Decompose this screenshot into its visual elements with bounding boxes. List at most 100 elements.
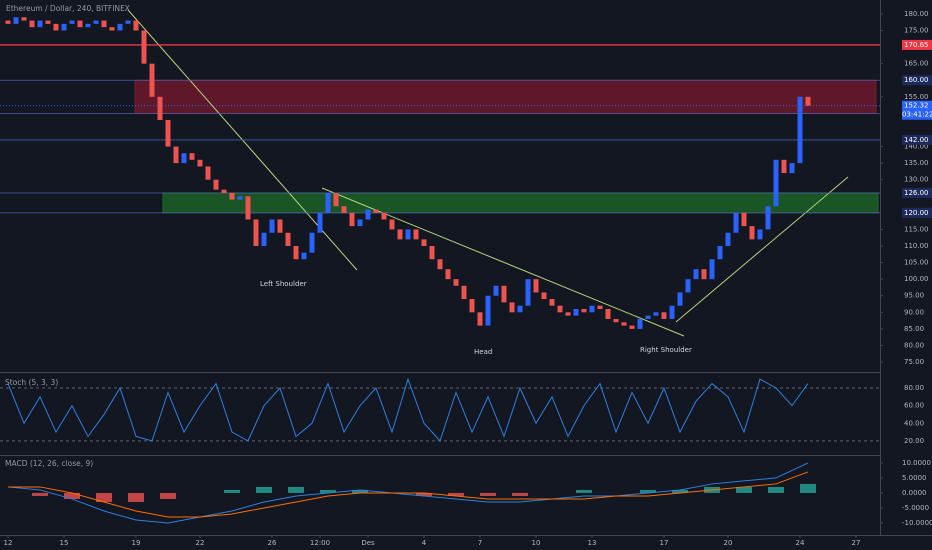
candle-body	[541, 292, 547, 300]
level-label: 160.00	[904, 76, 929, 84]
candle-body	[349, 212, 355, 227]
candle-body	[261, 232, 267, 247]
candle-body	[805, 96, 811, 106]
macd-line	[7, 462, 809, 524]
candle-body	[709, 259, 715, 280]
y-tick-label: 105.00	[904, 259, 929, 267]
candle-body	[549, 299, 555, 306]
candle-body	[693, 269, 699, 280]
candle-body	[197, 159, 203, 167]
y-tick-label: 155.00	[904, 93, 929, 101]
candle-body	[293, 246, 299, 260]
zone	[162, 192, 879, 214]
candle-body	[645, 315, 651, 319]
candle-body	[405, 229, 411, 240]
macd-histogram	[640, 489, 656, 493]
candle-body	[509, 302, 515, 313]
candle-body	[61, 23, 67, 31]
y-tick-label: 100.00	[904, 275, 929, 283]
y-tick-label: 180.00	[904, 10, 929, 18]
candle-body	[501, 285, 507, 303]
x-tick-label: 10	[532, 539, 541, 547]
candle-body	[117, 23, 123, 31]
candle-body	[237, 196, 243, 200]
candle-body	[741, 212, 747, 227]
y-tick-label: 130.00	[904, 176, 929, 184]
level-tag	[902, 39, 932, 50]
candle-body	[93, 20, 99, 24]
macd-histogram	[320, 489, 336, 493]
x-tick-label: 12:00	[310, 539, 330, 547]
x-tick-label: 7	[478, 539, 482, 547]
candle-body	[29, 20, 35, 28]
candle-body	[413, 229, 419, 240]
candle-body	[229, 192, 235, 200]
candle-body	[765, 206, 771, 230]
y-tick-label: 110.00	[904, 242, 929, 250]
macd-histogram	[512, 492, 528, 496]
candle-body	[685, 279, 691, 293]
macd-histogram	[256, 486, 272, 493]
macd-tick-label: 0.0000	[902, 489, 927, 497]
candle-body	[677, 292, 683, 306]
candle-body	[189, 153, 195, 160]
macd-histogram	[352, 489, 368, 493]
candle-body	[525, 279, 531, 306]
y-tick-label: 95.00	[904, 292, 924, 300]
y-tick-label: 165.00	[904, 60, 929, 68]
candle-body	[589, 305, 595, 313]
x-tick-label: 15	[60, 539, 69, 547]
candle-body	[717, 246, 723, 260]
candle-body	[733, 212, 739, 233]
level-tag	[902, 134, 932, 145]
candle-body	[725, 232, 731, 247]
candle-body	[205, 166, 211, 180]
candle-body	[341, 206, 347, 213]
candle-body	[149, 63, 155, 97]
level-tag	[902, 75, 932, 86]
macd-histogram	[416, 492, 432, 496]
annotation: Right Shoulder	[640, 346, 692, 354]
candle-body	[357, 219, 363, 227]
x-tick-label: Des	[361, 539, 375, 547]
stoch-tick-label: 40.00	[904, 419, 924, 427]
macd-histogram	[128, 492, 144, 502]
y-tick-label: 175.00	[904, 27, 929, 35]
y-tick-label: 140.00	[904, 143, 929, 151]
candle-body	[557, 305, 563, 313]
candle-body	[173, 146, 179, 164]
candle-body	[493, 285, 499, 296]
macd-histogram	[672, 489, 688, 493]
x-tick-label: 20	[724, 539, 733, 547]
candle-body	[277, 219, 283, 233]
candle-body	[125, 20, 131, 24]
macd-histogram	[800, 483, 816, 493]
candle-body	[445, 269, 451, 280]
candle-body	[477, 312, 483, 326]
price-tag	[902, 100, 932, 120]
candle-body	[533, 279, 539, 293]
candle-body	[245, 196, 251, 220]
candle-body	[141, 30, 147, 64]
candle-body	[213, 179, 219, 190]
candle-body	[573, 309, 579, 316]
candle-body	[565, 312, 571, 316]
candle-body	[221, 189, 227, 193]
macd-histogram	[288, 486, 304, 493]
candle-body	[37, 20, 43, 28]
candle-body	[333, 192, 339, 207]
candle-body	[781, 159, 787, 174]
candle-body	[373, 209, 379, 213]
annotation: Left Shoulder	[260, 280, 307, 288]
stoch-title: Stoch (5, 3, 3)	[5, 378, 58, 387]
candle-body	[133, 20, 139, 31]
candle-body	[85, 23, 91, 28]
candle-body	[309, 232, 315, 253]
candle-body	[661, 312, 667, 319]
candle-body	[797, 96, 803, 164]
candle-body	[285, 232, 291, 247]
level-label: 126.00	[904, 189, 929, 197]
candle-body	[157, 96, 163, 121]
candle-body	[13, 17, 19, 24]
candle-body	[325, 192, 331, 213]
